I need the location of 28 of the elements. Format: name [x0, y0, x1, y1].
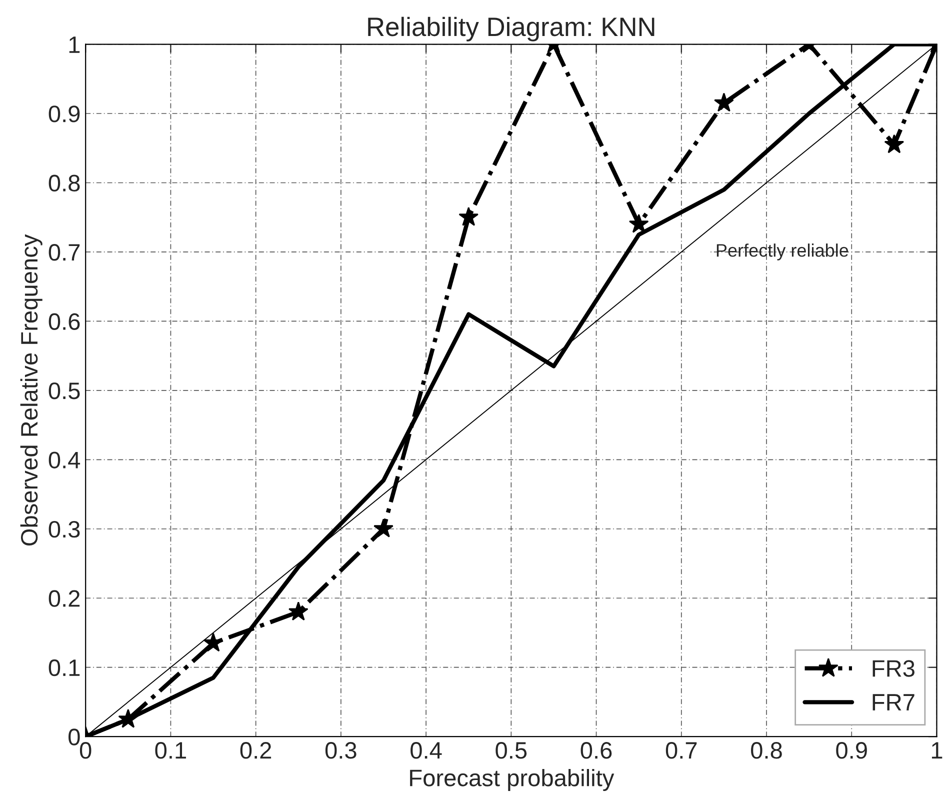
x-tick-label: 0.9: [836, 742, 867, 759]
y-tick-label: 0.3: [48, 520, 80, 538]
x-tick-label: 0.5: [496, 742, 527, 759]
y-tick-label: 0.7: [48, 244, 80, 261]
y-tick-label: 0.6: [48, 313, 80, 330]
y-tick-label: 0.9: [48, 106, 80, 122]
y-axis-title: Observed Relative Frequency: [20, 234, 42, 546]
x-tick-label: 0.1: [155, 742, 186, 759]
legend-label: FR3: [872, 660, 914, 677]
y-tick-label: 0: [68, 728, 80, 746]
legend-label: FR7: [872, 694, 914, 710]
y-tick-label: 1: [69, 36, 80, 53]
chart-title: Reliability Diagram: KNN: [368, 16, 654, 42]
x-tick-label: 0.7: [666, 742, 697, 759]
x-tick-label: 0.4: [410, 742, 442, 759]
x-tick-label: 0.6: [580, 742, 612, 759]
y-tick-label: 0.5: [48, 382, 80, 400]
x-axis-title: Forecast probability: [410, 769, 614, 792]
x-tick-label: 1: [932, 742, 942, 759]
y-tick-label: 0.1: [48, 659, 80, 676]
x-tick-label: 0.2: [240, 742, 272, 759]
x-tick-label: 0.8: [751, 742, 782, 759]
y-tick-label: 0.4: [48, 452, 80, 468]
annotation: Perfectly reliable: [716, 244, 848, 260]
y-tick-label: 0.8: [48, 174, 80, 192]
x-tick-label: 0.3: [325, 742, 356, 759]
y-tick-label: 0.2: [48, 590, 80, 607]
x-tick-label: 0: [80, 742, 92, 759]
